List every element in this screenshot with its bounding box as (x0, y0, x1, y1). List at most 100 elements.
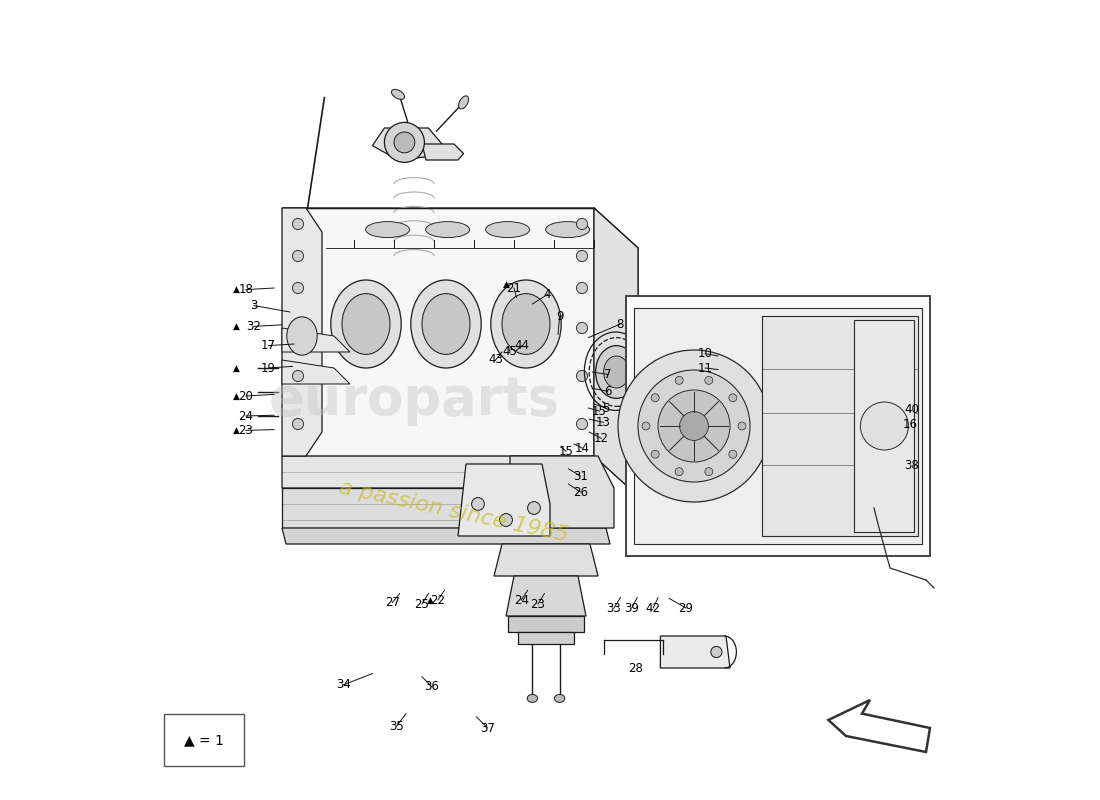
Polygon shape (282, 328, 350, 352)
Bar (164, 714, 244, 766)
Text: 20: 20 (239, 390, 253, 402)
Polygon shape (282, 208, 638, 248)
Text: 22: 22 (430, 594, 446, 606)
Circle shape (651, 450, 659, 458)
Text: 33: 33 (606, 602, 621, 614)
Circle shape (638, 370, 750, 482)
Polygon shape (828, 700, 929, 752)
Ellipse shape (485, 222, 529, 238)
Text: europarts: europarts (268, 374, 560, 426)
Text: 6: 6 (604, 385, 612, 398)
Text: 37: 37 (481, 722, 495, 734)
Polygon shape (282, 528, 610, 544)
Text: 32: 32 (246, 320, 262, 333)
Text: 13: 13 (596, 416, 611, 429)
Text: 24: 24 (514, 594, 529, 606)
Text: 4: 4 (543, 288, 551, 301)
Circle shape (618, 350, 770, 502)
Text: 7: 7 (604, 368, 612, 381)
Ellipse shape (342, 294, 390, 354)
Text: ▲ = 1: ▲ = 1 (185, 733, 224, 747)
Circle shape (711, 646, 722, 658)
Text: a passion since 1985: a passion since 1985 (338, 478, 571, 546)
Text: ▲: ▲ (427, 595, 433, 605)
Ellipse shape (546, 222, 590, 238)
Circle shape (729, 450, 737, 458)
Circle shape (384, 122, 425, 162)
Circle shape (729, 394, 737, 402)
Ellipse shape (392, 90, 405, 99)
Text: 15: 15 (592, 405, 607, 418)
Text: ▲: ▲ (503, 280, 509, 290)
Text: ▲: ▲ (233, 285, 240, 294)
Text: 18: 18 (239, 283, 253, 296)
Text: 45: 45 (503, 346, 517, 358)
Circle shape (293, 370, 304, 382)
Circle shape (675, 376, 683, 384)
Ellipse shape (491, 280, 561, 368)
Text: 23: 23 (530, 598, 546, 610)
Text: 31: 31 (573, 470, 587, 482)
Polygon shape (282, 208, 322, 456)
Text: 19: 19 (261, 362, 276, 374)
Text: 3: 3 (251, 299, 257, 312)
Ellipse shape (426, 222, 470, 238)
Circle shape (394, 132, 415, 153)
Text: 43: 43 (488, 354, 503, 366)
Polygon shape (458, 464, 550, 536)
Text: 5: 5 (603, 402, 609, 414)
Polygon shape (518, 632, 574, 644)
Text: 14: 14 (574, 442, 590, 454)
Ellipse shape (604, 356, 629, 388)
Ellipse shape (459, 96, 469, 109)
Circle shape (293, 218, 304, 230)
Text: 24: 24 (239, 410, 253, 422)
Ellipse shape (365, 222, 409, 238)
Circle shape (651, 394, 659, 402)
Text: 16: 16 (902, 418, 917, 430)
Circle shape (658, 390, 730, 462)
Circle shape (705, 468, 713, 476)
Text: 44: 44 (515, 339, 529, 352)
Text: 8: 8 (617, 318, 624, 330)
Circle shape (293, 250, 304, 262)
Polygon shape (594, 208, 638, 496)
Circle shape (472, 498, 484, 510)
Circle shape (499, 514, 513, 526)
Text: ▲: ▲ (233, 363, 240, 373)
Circle shape (576, 250, 587, 262)
Ellipse shape (331, 280, 402, 368)
Polygon shape (510, 456, 614, 528)
Text: 11: 11 (697, 362, 713, 374)
Bar (762, 316, 918, 536)
Polygon shape (506, 576, 586, 616)
Ellipse shape (410, 280, 481, 368)
Circle shape (293, 418, 304, 430)
Polygon shape (422, 144, 463, 160)
Text: 36: 36 (425, 680, 439, 693)
Polygon shape (282, 208, 594, 456)
Circle shape (860, 402, 909, 450)
Text: 10: 10 (697, 347, 713, 360)
Text: 9: 9 (556, 310, 563, 323)
Polygon shape (494, 544, 598, 576)
Text: 25: 25 (415, 598, 429, 610)
Text: 38: 38 (904, 459, 918, 472)
Circle shape (293, 282, 304, 294)
Text: 17: 17 (261, 339, 276, 352)
Circle shape (293, 322, 304, 334)
Polygon shape (282, 456, 606, 488)
Circle shape (576, 282, 587, 294)
Ellipse shape (527, 694, 538, 702)
Ellipse shape (287, 317, 317, 355)
Bar (626, 296, 930, 556)
Circle shape (680, 411, 708, 440)
Text: 28: 28 (628, 662, 643, 674)
Circle shape (576, 370, 587, 382)
Text: 21: 21 (506, 282, 521, 294)
Text: 27: 27 (385, 596, 400, 609)
Text: 26: 26 (573, 486, 587, 498)
Text: 42: 42 (646, 602, 661, 614)
Circle shape (738, 422, 746, 430)
Circle shape (576, 322, 587, 334)
